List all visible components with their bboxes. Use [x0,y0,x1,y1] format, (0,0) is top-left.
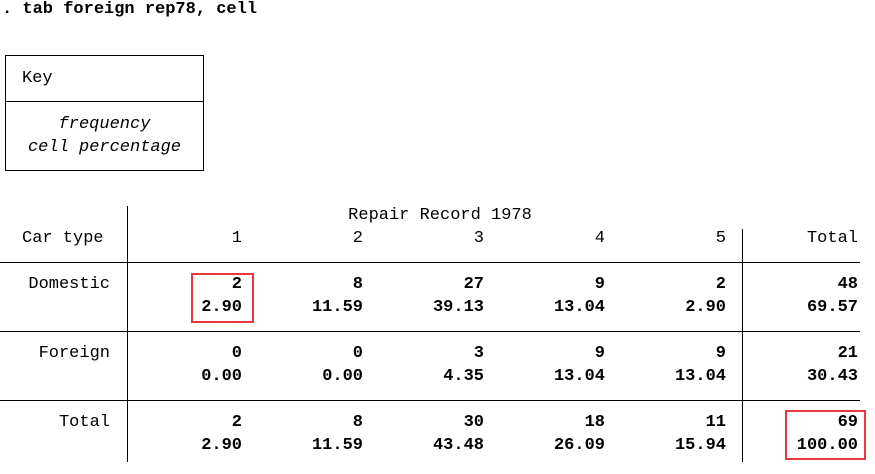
table-row-header-separator [127,206,128,462]
cell-freq: 27 [463,275,484,294]
cell-freq-total: 48 [837,275,858,294]
cell-freq: 9 [594,344,605,363]
cell-pct: 39.13 [432,298,484,317]
column-header-total: Total [806,229,858,248]
cell-freq: 9 [715,344,726,363]
table-total-rule [0,400,860,401]
column-header-4: 4 [594,229,605,248]
cell-freq: 3 [473,344,484,363]
cell-freq: 8 [352,275,363,294]
cell-pct: 2.90 [201,436,242,455]
table-header-rule [0,262,860,263]
cell-pct: 11.59 [311,436,363,455]
cell-pct: 13.04 [553,298,605,317]
cell-pct-total: 100.00 [796,436,858,455]
cell-freq-total: 21 [837,344,858,363]
highlight-box-grand-total [785,410,866,460]
cell-freq: 0 [352,344,363,363]
row-label-total: Total [58,413,110,432]
table-row-rule [0,331,860,332]
cell-freq: 18 [584,413,605,432]
cell-pct: 0.00 [322,367,363,386]
cell-freq: 30 [463,413,484,432]
key-cell-percentage: cell percentage [27,138,182,157]
cell-freq: 11 [705,413,726,432]
column-header-1: 1 [231,229,242,248]
column-variable-label: Repair Record 1978 [348,206,532,225]
key-box [5,55,204,171]
cell-freq: 9 [594,275,605,294]
highlight-box-domestic-rep1 [191,273,254,323]
key-divider [5,101,204,102]
cell-freq-total: 69 [837,413,858,432]
cell-pct: 13.04 [674,367,726,386]
column-header-2: 2 [352,229,363,248]
cell-pct: 0.00 [201,367,242,386]
cell-freq: 8 [352,413,363,432]
cell-pct: 13.04 [553,367,605,386]
cell-pct: 2.90 [201,298,242,317]
cell-pct: 15.94 [674,436,726,455]
cell-freq: 2 [715,275,726,294]
key-title: Key [22,69,53,88]
cell-pct: 26.09 [553,436,605,455]
column-header-5: 5 [715,229,726,248]
cell-pct-total: 30.43 [806,367,858,386]
cell-freq: 2 [231,275,242,294]
table-total-column-separator [742,229,743,462]
cell-pct: 2.90 [685,298,726,317]
cell-pct: 43.48 [432,436,484,455]
cell-pct: 4.35 [443,367,484,386]
cell-freq: 0 [231,344,242,363]
row-label-domestic: Domestic [28,275,110,294]
cell-pct: 11.59 [311,298,363,317]
cell-pct-total: 69.57 [806,298,858,317]
command-line: . tab foreign rep78, cell [2,0,258,19]
cell-freq: 2 [231,413,242,432]
row-variable-label: Car type [22,229,104,248]
row-label-foreign: Foreign [38,344,110,363]
key-frequency: frequency [58,115,151,134]
column-header-3: 3 [473,229,484,248]
